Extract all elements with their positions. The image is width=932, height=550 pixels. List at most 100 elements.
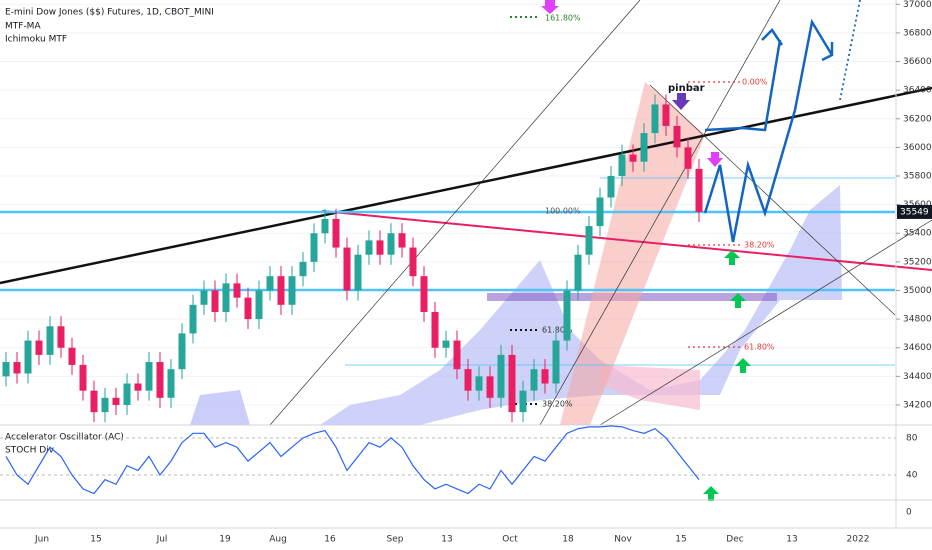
channel-line xyxy=(649,84,896,316)
cloud-area xyxy=(190,390,250,425)
candle-body xyxy=(156,362,164,398)
y-tick-label: 37000 xyxy=(903,0,932,10)
indicator-name: STOCH Div xyxy=(5,446,55,456)
candle-body xyxy=(563,290,571,341)
fib-label: 38.20% xyxy=(744,241,775,250)
channel-line xyxy=(539,0,781,426)
fib-label: 61.80% xyxy=(744,343,775,352)
y-tick-label: 35800 xyxy=(903,172,932,182)
candle-body xyxy=(343,247,351,291)
x-tick-label: 13 xyxy=(786,535,797,545)
candle-body xyxy=(629,154,637,162)
channel-line xyxy=(269,0,641,426)
stoch-line xyxy=(5,425,700,495)
arrow xyxy=(703,486,719,501)
x-tick-label: Jun xyxy=(34,535,49,545)
candle-body xyxy=(233,283,241,298)
candle-body xyxy=(90,390,98,413)
candle-body xyxy=(508,354,516,413)
fib-label: 0.00% xyxy=(742,78,768,87)
price-label-bg xyxy=(897,204,932,219)
arrow xyxy=(541,0,559,14)
candle-body xyxy=(684,147,692,169)
candle-body xyxy=(134,383,142,391)
y-tick-label: 36400 xyxy=(903,86,932,96)
y-tick-label: 34200 xyxy=(903,400,932,410)
cloud-area xyxy=(600,365,700,410)
candle-body xyxy=(376,240,384,255)
chart-title: E-mini Dow Jones ($$) Futures, 1D, CBOT_… xyxy=(5,8,214,18)
candle-body xyxy=(277,276,285,305)
candle-body xyxy=(475,376,483,391)
candle-body xyxy=(13,362,21,374)
x-tick-label: Nov xyxy=(614,535,632,545)
fib-label: 38.20% xyxy=(542,400,573,409)
candle-body xyxy=(431,311,439,348)
arrow xyxy=(730,293,746,308)
candle-body xyxy=(101,397,109,413)
candle-body xyxy=(310,233,318,262)
candle-body xyxy=(2,362,10,377)
x-tick-label: 18 xyxy=(562,535,574,545)
drawings xyxy=(0,0,932,426)
y-tick-label: 35400 xyxy=(903,229,932,239)
candle-body xyxy=(266,276,274,291)
y-tick-label: 36200 xyxy=(903,114,932,124)
candle-body xyxy=(640,133,648,162)
indicator-name: MTF-MA xyxy=(5,22,41,32)
channel xyxy=(560,82,705,425)
fib-label: 161.80% xyxy=(545,14,581,23)
candle-body xyxy=(57,326,65,348)
candle-body xyxy=(552,340,560,384)
y-tick-label: 36000 xyxy=(903,143,932,153)
trend-line xyxy=(321,210,932,271)
x-tick-label: Dec xyxy=(726,535,743,545)
candle-body xyxy=(332,218,340,248)
candle-body xyxy=(420,276,428,312)
candle-body xyxy=(486,376,494,398)
candle-body xyxy=(442,340,450,348)
y-tick-label: 35200 xyxy=(903,257,932,267)
projection xyxy=(703,18,834,243)
y-tick-label: 80 xyxy=(906,433,918,443)
y-tick-label: 36600 xyxy=(903,57,932,67)
arrows xyxy=(541,0,751,501)
x-tick-label: Aug xyxy=(269,535,287,545)
x-tick-label: 2022 xyxy=(847,535,870,545)
candle-body xyxy=(662,104,670,126)
x-tick-label: Oct xyxy=(502,535,518,545)
candle-body xyxy=(211,290,219,312)
current-price: 35549 xyxy=(900,207,929,217)
candle-body xyxy=(145,362,153,391)
candle-body xyxy=(288,276,296,305)
candle-body xyxy=(519,390,527,413)
x-tick-label: 19 xyxy=(219,535,231,545)
y-tick-label: 34600 xyxy=(903,343,932,353)
fib-label: 61.80% xyxy=(542,326,573,335)
y-tick-label: 35000 xyxy=(903,286,932,296)
x-tick-label: Sep xyxy=(387,535,404,545)
channel-line xyxy=(599,219,932,426)
price-ticks xyxy=(0,3,896,406)
candle-body xyxy=(453,340,461,370)
candle-body xyxy=(585,226,593,255)
candle-body xyxy=(255,290,263,320)
indicator-name: Accelerator Oscillator (AC) xyxy=(5,433,124,443)
candle-body xyxy=(596,197,604,227)
y-tick-label: 36800 xyxy=(903,28,932,38)
candle-body xyxy=(299,261,307,277)
x-tick-label: 16 xyxy=(324,535,336,545)
candle-body xyxy=(112,397,120,405)
indicator-name: Ichimoku MTF xyxy=(5,35,67,45)
x-tick-label: 15 xyxy=(675,535,686,545)
candle-body xyxy=(35,340,43,355)
candle-body xyxy=(222,283,230,312)
candle-body xyxy=(46,326,54,355)
y-tick-label: 0 xyxy=(906,508,912,518)
arrow xyxy=(707,152,723,167)
candle-body xyxy=(464,369,472,391)
x-tick-label: 15 xyxy=(90,535,101,545)
candle-body xyxy=(651,104,659,134)
arrow xyxy=(672,93,690,110)
candle-body xyxy=(409,247,417,277)
